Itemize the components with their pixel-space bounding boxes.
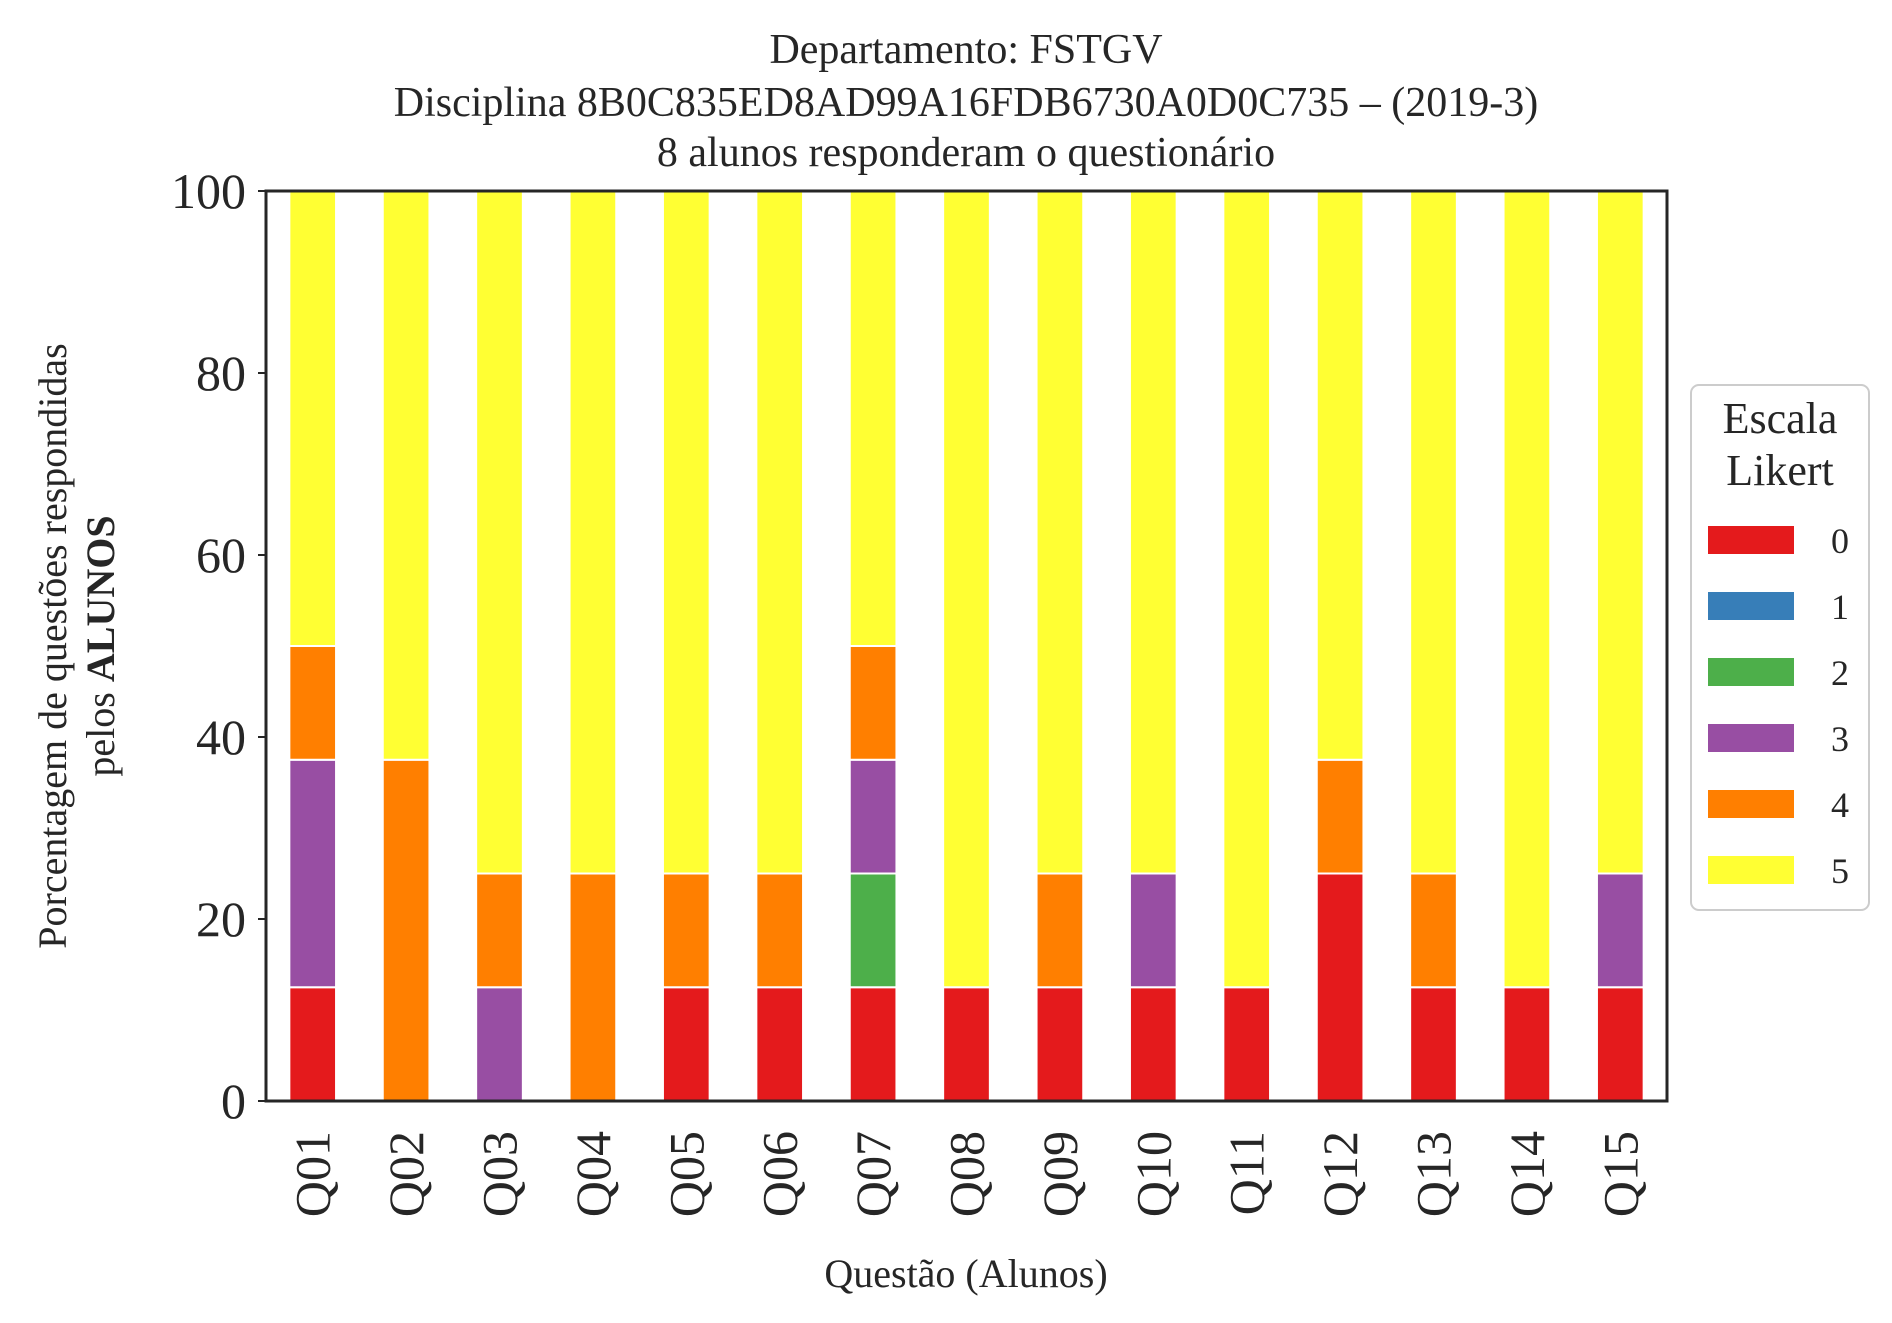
legend-label-5: 5 — [1831, 851, 1849, 891]
x-tick-label-q05: Q05 — [658, 1131, 714, 1217]
x-tick-label-q01: Q01 — [285, 1131, 341, 1217]
bar-segment-q07-likert-5 — [848, 190, 898, 647]
x-tick-label-q06: Q06 — [752, 1131, 808, 1217]
bar-segment-q01-likert-0 — [288, 986, 338, 1102]
legend-title-line-2: Likert — [1726, 446, 1834, 495]
legend-box — [1690, 384, 1870, 911]
bar-segment-q05-likert-5 — [661, 190, 711, 875]
x-tick-label-q12: Q12 — [1312, 1131, 1368, 1217]
legend-swatch-5 — [1708, 856, 1794, 884]
bars-group — [288, 190, 1645, 1102]
y-tick-label-100: 100 — [171, 163, 246, 219]
bar-segment-q07-likert-3 — [848, 758, 898, 875]
title-line-1: Departamento: FSTGV — [769, 27, 1162, 73]
legend-swatch-2 — [1708, 658, 1794, 686]
legend-swatch-1 — [1708, 592, 1794, 620]
bar-segment-q13-likert-5 — [1409, 190, 1458, 875]
bar-segment-q07-likert-0 — [848, 986, 898, 1102]
bar-segment-q08-likert-5 — [942, 190, 991, 989]
y-axis-label-line-2: pelos ALUNOS — [78, 515, 123, 776]
bar-segment-q07-likert-4 — [848, 645, 898, 761]
bar-segment-q09-likert-0 — [1035, 986, 1085, 1102]
bar-segment-q12-likert-4 — [1315, 758, 1365, 875]
bar-segment-q03-likert-4 — [475, 872, 524, 989]
y-tick-label-20: 20 — [196, 891, 246, 947]
bar-segment-q07-likert-2 — [848, 872, 898, 989]
bar-segment-q14-likert-5 — [1502, 190, 1552, 989]
legend-label-2: 2 — [1831, 653, 1849, 693]
x-tick-label-q03: Q03 — [472, 1131, 528, 1217]
bar-segment-q02-likert-5 — [381, 190, 431, 761]
x-tick-label-q10: Q10 — [1125, 1131, 1181, 1217]
y-axis-label: Porcentagem de questões respondidas pelo… — [30, 343, 123, 948]
bar-segment-q09-likert-4 — [1035, 872, 1085, 989]
bar-segment-q14-likert-0 — [1502, 986, 1552, 1102]
y-tick-label-40: 40 — [196, 709, 246, 765]
x-tick-label-q04: Q04 — [565, 1131, 621, 1217]
y-tick-label-60: 60 — [196, 527, 246, 583]
x-tick-label-q09: Q09 — [1032, 1131, 1088, 1217]
bar-segment-q01-likert-5 — [288, 190, 338, 647]
x-axis-ticks: Q01 Q02 Q03 Q04 Q05 Q06 Q07 Q08 Q09 Q10 Q11 Q12 Q13 Q… — [285, 1131, 1649, 1217]
y-axis-label-bold: ALUNOS — [78, 515, 123, 682]
bar-segment-q04-likert-5 — [568, 190, 618, 875]
y-axis-label-prefix: pelos — [78, 682, 123, 776]
x-tick-label-q07: Q07 — [845, 1131, 901, 1217]
bar-segment-q06-likert-4 — [755, 872, 805, 989]
legend-swatch-3 — [1708, 724, 1794, 752]
bar-segment-q11-likert-5 — [1222, 190, 1272, 989]
bar-segment-q15-likert-0 — [1595, 986, 1645, 1102]
legend-label-4: 4 — [1831, 785, 1849, 825]
bar-segment-q06-likert-5 — [755, 190, 805, 875]
x-tick-label-q14: Q14 — [1499, 1131, 1555, 1217]
bar-segment-q12-likert-5 — [1315, 190, 1365, 761]
bar-segment-q15-likert-5 — [1595, 190, 1645, 875]
x-tick-label-q15: Q15 — [1592, 1131, 1648, 1217]
bar-segment-q03-likert-3 — [475, 986, 524, 1102]
y-tick-label-0: 0 — [221, 1073, 246, 1129]
bar-segment-q13-likert-0 — [1409, 986, 1458, 1102]
x-axis-label: Questão (Alunos) — [824, 1251, 1107, 1296]
bar-segment-q05-likert-4 — [661, 872, 711, 989]
plot-frame — [264, 189, 1669, 1103]
bar-segment-q11-likert-0 — [1222, 986, 1272, 1102]
bar-segment-q05-likert-0 — [661, 986, 711, 1102]
bar-segment-q15-likert-3 — [1595, 872, 1645, 989]
y-axis-ticks: 0 20 40 60 80 100 — [171, 163, 266, 1129]
bar-segment-q09-likert-5 — [1035, 190, 1085, 875]
legend-swatch-0 — [1708, 526, 1794, 554]
bar-segment-q04-likert-4 — [568, 872, 618, 1102]
bar-segment-q13-likert-4 — [1409, 872, 1458, 989]
bar-segment-q01-likert-4 — [288, 645, 338, 761]
legend-items: 0 1 2 3 4 5 — [1708, 521, 1849, 891]
legend-swatch-4 — [1708, 790, 1794, 818]
legend-title-line-1: Escala — [1723, 394, 1838, 443]
chart-title: Departamento: FSTGV Disciplina 8B0C835ED… — [394, 27, 1538, 176]
bar-segment-q12-likert-0 — [1315, 872, 1365, 1102]
bar-segment-q10-likert-5 — [1128, 190, 1178, 875]
title-line-2: Disciplina 8B0C835ED8AD99A16FDB6730A0D0C… — [394, 80, 1538, 126]
x-tick-label-q08: Q08 — [939, 1131, 995, 1217]
legend-label-1: 1 — [1831, 587, 1849, 627]
bar-segment-q02-likert-4 — [381, 758, 431, 1102]
bar-segment-q10-likert-3 — [1128, 872, 1178, 989]
bar-segment-q03-likert-5 — [475, 190, 524, 875]
bar-segment-q08-likert-0 — [942, 986, 991, 1102]
legend-label-3: 3 — [1831, 719, 1849, 759]
bar-segment-q01-likert-3 — [288, 758, 338, 989]
y-tick-label-80: 80 — [196, 345, 246, 401]
y-axis-label-line-1: Porcentagem de questões respondidas — [30, 343, 75, 948]
x-tick-label-q13: Q13 — [1406, 1131, 1462, 1217]
x-tick-label-q11: Q11 — [1219, 1131, 1275, 1215]
legend: Escala Likert 0 1 2 3 4 5 — [1690, 384, 1870, 911]
legend-label-0: 0 — [1831, 521, 1849, 561]
x-tick-label-q02: Q02 — [378, 1131, 434, 1217]
title-line-3: 8 alunos responderam o questionário — [657, 130, 1275, 176]
bar-segment-q06-likert-0 — [755, 986, 805, 1102]
bar-segment-q10-likert-0 — [1128, 986, 1178, 1102]
